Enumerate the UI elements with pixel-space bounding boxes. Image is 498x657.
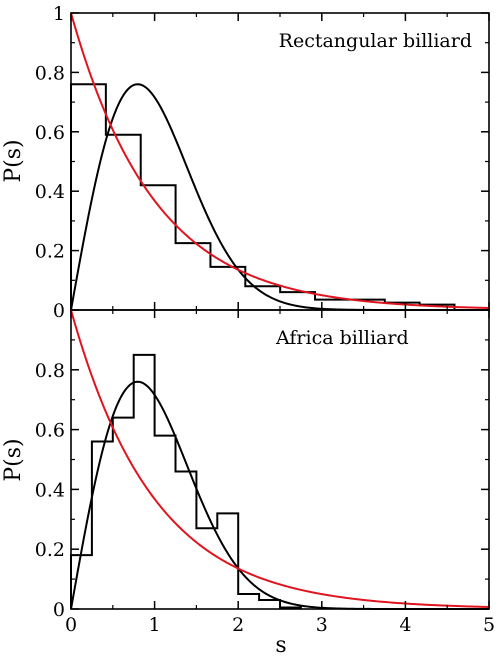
- plot-frame-top: [70, 12, 490, 311]
- y-tick-label: 0.6: [35, 420, 65, 442]
- ticks-group: [70, 12, 490, 311]
- histogram-group: [70, 83, 456, 310]
- y-tick-label: 0: [53, 599, 65, 621]
- panel-title: Rectangular billiard: [279, 30, 472, 52]
- y-tick-label: 0.4: [35, 479, 65, 501]
- wigner-curve: [70, 380, 489, 610]
- panel-top: 0 0.2 0.4 0.6 0.8 1 Rectangular billiard P(s): [1, 3, 490, 322]
- y-tick-label: 0.2: [35, 539, 65, 561]
- y-tick-label: 0.6: [35, 122, 65, 144]
- x-tick-label: 5: [483, 614, 495, 636]
- poisson-curve: [70, 309, 490, 608]
- histogram-group: [70, 353, 302, 609]
- y-axis-title: P(s): [1, 139, 26, 182]
- y-tick-label: 1: [53, 3, 65, 25]
- x-axis-title: s: [275, 633, 286, 657]
- curves-group: [70, 309, 490, 610]
- x-tick-label: 4: [399, 614, 411, 636]
- histogram-outline: [70, 83, 456, 310]
- y-tick-label: 0: [53, 300, 65, 322]
- y-tick-labels: 0 0.2 0.4 0.6 0.8: [35, 360, 65, 621]
- histogram-outline: [70, 353, 302, 609]
- y-tick-label: 0.4: [35, 181, 65, 203]
- curves-group: [70, 12, 490, 311]
- x-tick-label: 0: [65, 614, 77, 636]
- panel-title: Africa billiard: [275, 327, 409, 349]
- x-tick-label: 1: [149, 614, 161, 636]
- wigner-curve: [70, 83, 489, 311]
- panel-bottom: 0 0.2 0.4 0.6 0.8 0 1 2 3 4 5 Africa billiard P(s…: [1, 309, 495, 657]
- y-tick-label: 0.8: [35, 62, 65, 84]
- y-tick-labels: 0 0.2 0.4 0.6 0.8 1: [35, 3, 65, 322]
- y-tick-label: 0.8: [35, 360, 65, 382]
- x-tick-label: 3: [316, 614, 328, 636]
- x-tick-label: 2: [232, 614, 244, 636]
- poisson-curve: [70, 12, 490, 309]
- x-tick-labels: 0 1 2 3 4 5: [65, 614, 495, 636]
- y-tick-label: 0.2: [35, 241, 65, 263]
- ticks-group: [70, 310, 490, 610]
- y-axis-title: P(s): [1, 438, 26, 481]
